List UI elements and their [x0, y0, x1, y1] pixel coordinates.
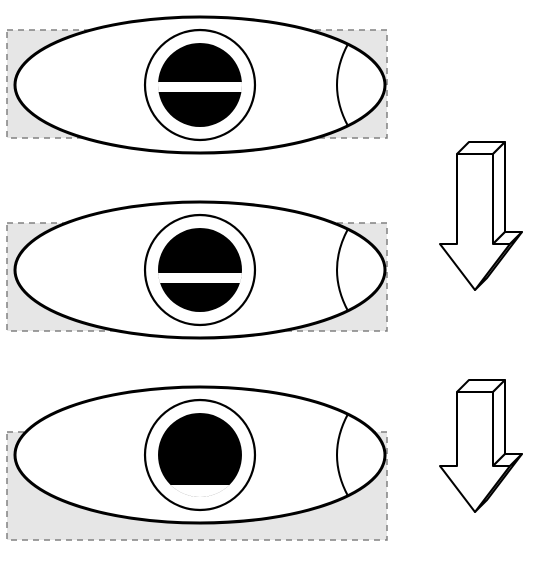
- pupil-stripe: [156, 82, 244, 92]
- pupil: [158, 228, 242, 312]
- arrow-face: [493, 142, 505, 244]
- down-arrow: [440, 142, 522, 290]
- arrow-face: [493, 380, 505, 466]
- pupil-stripe: [156, 273, 244, 283]
- down-arrow: [440, 380, 522, 512]
- eye-panel: [7, 17, 387, 153]
- eye-panel: [7, 387, 387, 540]
- pupil: [158, 413, 242, 497]
- eye-panel: [7, 202, 387, 338]
